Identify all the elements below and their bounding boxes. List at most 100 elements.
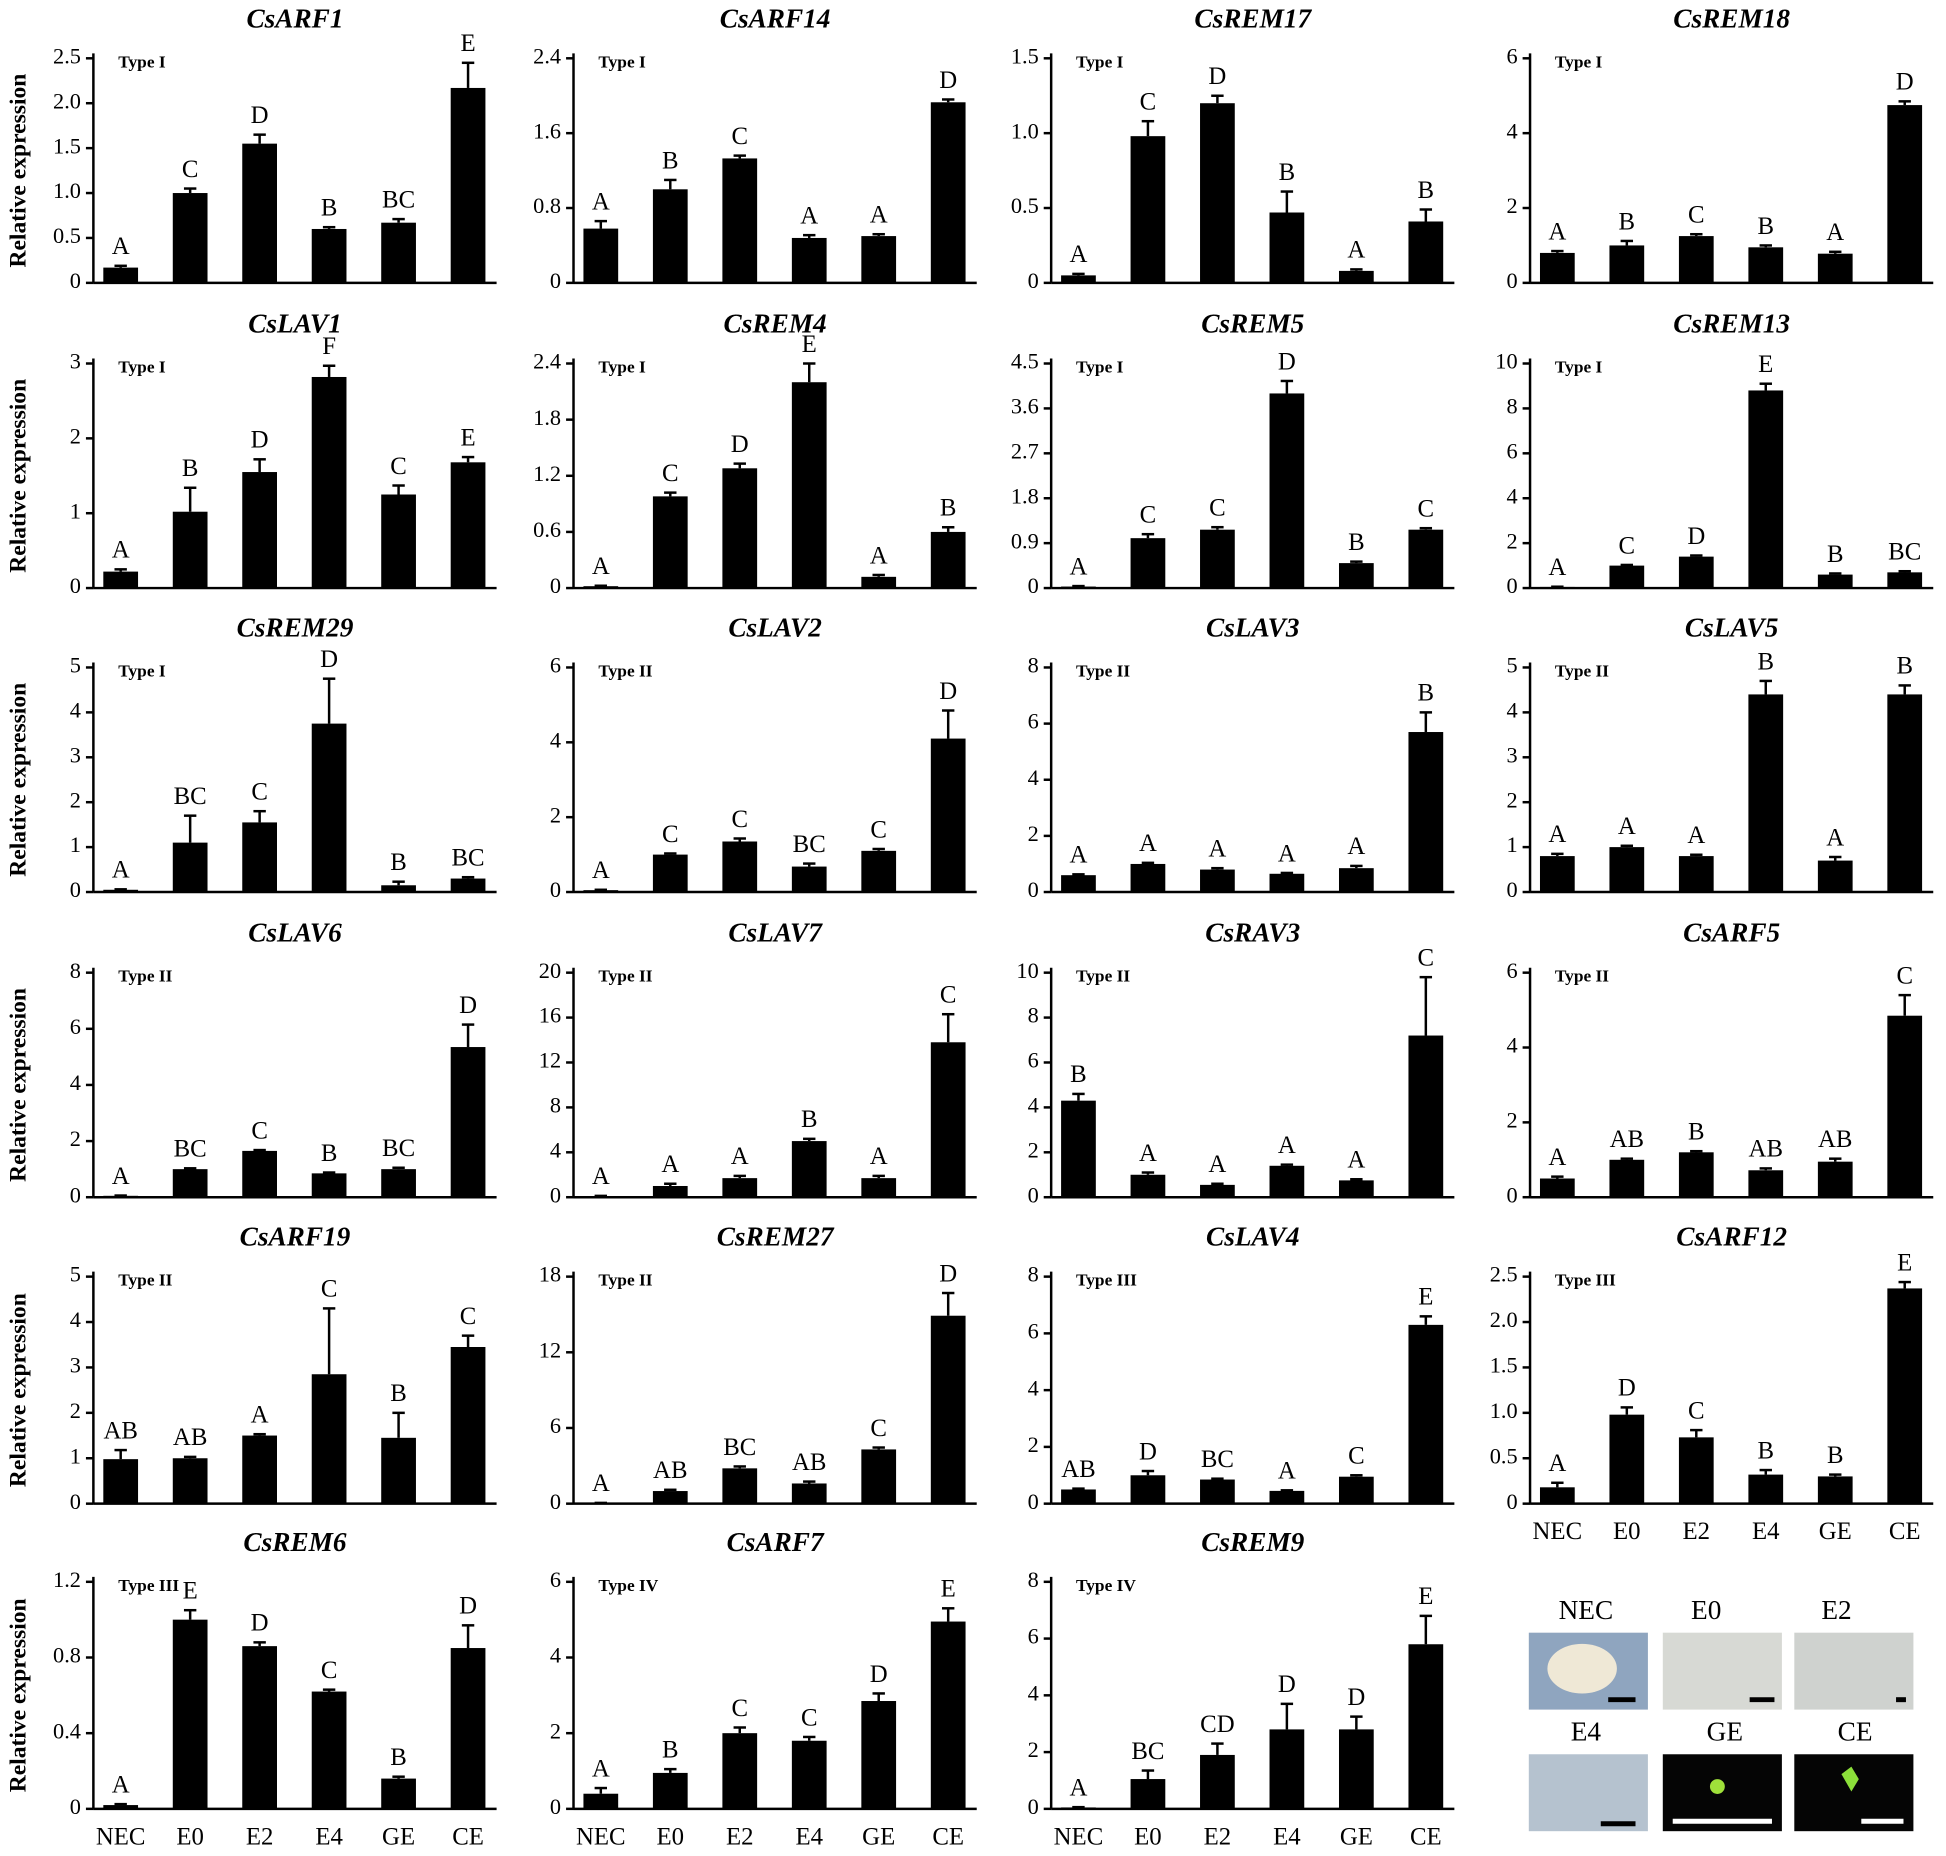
- significance-letter: A: [1278, 1458, 1296, 1485]
- bar: [381, 885, 416, 893]
- y-tick-label: 8: [70, 958, 81, 983]
- significance-letter: D: [1687, 523, 1705, 550]
- photo-label: E2: [1821, 1595, 1851, 1625]
- bar: [1338, 1476, 1374, 1504]
- y-tick-label: 0: [550, 268, 561, 293]
- y-tick-label: 2.0: [53, 88, 81, 113]
- y-tick-label: 0.5: [1490, 1443, 1518, 1468]
- chart-title: CsLAV1: [248, 309, 342, 339]
- y-tick-label: 0: [1028, 1489, 1039, 1514]
- bar: [722, 1178, 758, 1198]
- bar: [1130, 1475, 1166, 1504]
- significance-letter: A: [1347, 237, 1365, 264]
- significance-letter: C: [1348, 1443, 1365, 1470]
- y-tick-label: 2: [70, 423, 81, 448]
- y-tick-label: 0: [550, 1489, 561, 1514]
- y-tick-label: 0: [1028, 1794, 1039, 1819]
- significance-letter: A: [1826, 824, 1844, 851]
- chart-title: CsREM6: [243, 1527, 346, 1557]
- y-tick-label: 0.5: [1011, 193, 1039, 218]
- significance-letter: D: [939, 678, 957, 705]
- photo-label: CE: [1838, 1717, 1873, 1747]
- significance-letter: C: [1209, 495, 1226, 522]
- bar: [450, 1347, 486, 1504]
- chart-subtitle: Type II: [598, 967, 652, 986]
- bar: [1200, 1479, 1235, 1504]
- significance-letter: BC: [174, 1136, 207, 1163]
- chart-subtitle: Type III: [1555, 1271, 1616, 1290]
- photo: [1662, 1754, 1782, 1832]
- bar: [930, 1042, 966, 1198]
- y-tick-label: 0: [70, 1182, 81, 1207]
- photo-label: NEC: [1559, 1595, 1614, 1625]
- y-tick-label: 6: [70, 1014, 81, 1039]
- significance-letter: AB: [1749, 1136, 1783, 1163]
- significance-letter: A: [592, 1755, 610, 1782]
- y-tick-label: 6: [550, 1567, 561, 1592]
- significance-letter: BC: [1131, 1738, 1164, 1765]
- y-tick-label: 0: [70, 877, 81, 902]
- bar: [930, 738, 966, 893]
- y-tick-label: 1.8: [1011, 483, 1039, 508]
- y-tick-label: 3: [70, 742, 81, 767]
- x-tick-label: E0: [657, 1823, 685, 1850]
- y-tick-label: 2: [1028, 1137, 1039, 1162]
- chart-subtitle: Type I: [598, 357, 646, 376]
- bar: [1061, 1100, 1096, 1198]
- bar: [652, 1185, 688, 1198]
- y-tick-label: 3: [1506, 742, 1517, 767]
- significance-letter: AB: [1818, 1126, 1852, 1153]
- significance-letter: A: [1687, 822, 1705, 849]
- significance-letter: B: [662, 147, 679, 174]
- y-tick-label: 2: [550, 802, 561, 827]
- bar: [1817, 1161, 1853, 1198]
- y-tick-label: 2.4: [533, 43, 561, 68]
- significance-letter: CD: [1200, 1711, 1234, 1738]
- bar: [1748, 694, 1784, 893]
- chart-subtitle: Type II: [598, 661, 652, 680]
- bar: [242, 1646, 277, 1809]
- bar: [1887, 694, 1923, 893]
- significance-letter: D: [939, 1260, 957, 1287]
- y-tick-label: 2.5: [1490, 1262, 1518, 1287]
- bar: [172, 1619, 208, 1809]
- significance-letter: C: [662, 821, 679, 848]
- bar: [311, 1374, 347, 1504]
- chart-title: CsREM29: [237, 613, 354, 643]
- significance-letter: B: [1757, 648, 1774, 675]
- significance-letter: D: [1896, 69, 1914, 96]
- y-tick-label: 1.5: [53, 133, 81, 158]
- bar: [583, 228, 619, 283]
- bar: [1061, 275, 1096, 283]
- bar: [103, 267, 139, 283]
- significance-letter: A: [1069, 241, 1087, 268]
- y-tick-label: 0: [1506, 573, 1517, 598]
- significance-letter: D: [870, 1661, 888, 1688]
- bar: [1817, 253, 1853, 283]
- significance-letter: BC: [174, 783, 207, 810]
- y-tick-label: 0: [1506, 1182, 1517, 1207]
- y-tick-label: 0: [70, 573, 81, 598]
- x-tick-label: NEC: [1054, 1823, 1104, 1850]
- significance-letter: A: [1347, 833, 1365, 860]
- significance-letter: E: [941, 1576, 956, 1603]
- y-tick-label: 4: [70, 1070, 81, 1095]
- y-tick-label: 0.9: [1011, 528, 1039, 553]
- y-axis-label: Relative expression: [6, 1293, 32, 1487]
- significance-letter: A: [870, 202, 888, 229]
- x-tick-label: E2: [726, 1823, 754, 1850]
- y-tick-label: 0: [1506, 268, 1517, 293]
- significance-letter: C: [1688, 1397, 1705, 1424]
- y-tick-label: 0: [550, 877, 561, 902]
- y-tick-label: 1.0: [53, 178, 81, 203]
- y-tick-label: 2: [1028, 1737, 1039, 1762]
- bar: [1408, 221, 1444, 283]
- significance-letter: A: [731, 1143, 749, 1170]
- y-tick-label: 2: [1028, 1432, 1039, 1457]
- significance-letter: A: [592, 553, 610, 580]
- bar: [1887, 105, 1923, 283]
- significance-letter: C: [731, 1695, 748, 1722]
- y-tick-label: 4: [550, 1137, 561, 1162]
- bar: [930, 102, 966, 283]
- y-tick-label: 8: [1028, 653, 1039, 678]
